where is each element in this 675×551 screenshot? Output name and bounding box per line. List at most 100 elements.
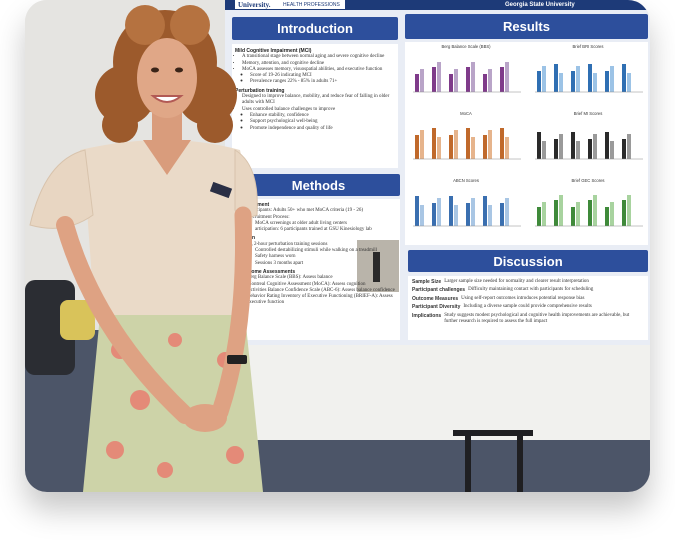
chart-bar-graphic	[610, 141, 614, 159]
row-label: Outcome Measures	[412, 295, 459, 302]
person	[29, 5, 263, 492]
blouse	[80, 140, 253, 320]
sub-list: MoCA screenings at older adult living ce…	[247, 221, 398, 234]
chart-bar-graphic	[505, 198, 509, 226]
row-label: Implications	[412, 312, 442, 319]
chart-bar-graphic	[415, 74, 419, 92]
chart-title: Berg Balance Scale (BBS)	[441, 44, 491, 49]
sub-list: Score of 19-26 indicating MCIPrevalence …	[242, 73, 395, 86]
chart-bar-graphic	[437, 198, 441, 226]
chart-bar-graphic	[488, 130, 492, 159]
stand	[453, 430, 533, 436]
stand-leg	[517, 432, 523, 492]
right-arm	[211, 206, 253, 421]
chart-bar-graphic	[542, 66, 546, 92]
chart-bar-graphic	[420, 130, 424, 159]
chart-bar-graphic	[505, 137, 509, 159]
chart-bar-graphic	[593, 195, 597, 226]
chart-bar-graphic	[627, 195, 631, 226]
chart-title: Brief MI Scores	[573, 111, 603, 116]
hands	[183, 404, 227, 432]
chart-bar-graphic	[559, 73, 563, 92]
chart-bar-graphic	[471, 62, 475, 92]
chart-bar-graphic	[449, 74, 453, 92]
section-heading: Introduction	[232, 17, 398, 40]
row-text: Using self-report outcomes introduces po…	[461, 295, 585, 301]
discussion-row: Outcome Measures Using self-report outcom…	[412, 296, 644, 302]
chart-title: Brief BRI Scores	[572, 44, 604, 49]
chart-bar-graphic	[537, 207, 541, 226]
discussion-row: Participant Diversity Including a diverse…	[412, 304, 644, 310]
chart-bar-graphic	[500, 128, 504, 159]
bullet-text: Recruitment Process:	[247, 214, 290, 220]
chart-bar-graphic	[576, 141, 580, 159]
sub-bullet: Score of 19-26 indicating MCI	[250, 73, 395, 79]
chart-bar-graphic	[576, 66, 580, 92]
chart-bar-graphic	[466, 128, 470, 159]
chart-bar-graphic	[622, 200, 626, 226]
bullet: Behavior Rating Inventory of Executive F…	[247, 294, 398, 307]
chart-title: ABCN Scores	[453, 178, 479, 183]
unit: HEALTH PROFESSIONS	[283, 1, 340, 8]
chart-bar-graphic	[593, 73, 597, 92]
chart-bar-graphic	[576, 202, 580, 226]
chart-bar-graphic	[488, 205, 492, 226]
sub-bullet: Sessions 3 months apart	[255, 261, 398, 267]
face	[137, 38, 197, 118]
bullet: ks, 2-hour perturbation training session…	[247, 242, 398, 267]
logo-box	[235, 0, 345, 9]
watch	[227, 355, 247, 364]
eye	[151, 67, 159, 73]
left-arm	[56, 216, 194, 424]
left-sleeve	[29, 149, 94, 229]
chart-bar-graphic	[605, 71, 609, 92]
bag	[60, 300, 95, 340]
chart-bar-graphic	[471, 137, 475, 159]
background	[25, 0, 650, 492]
row-label: Participant Diversity	[412, 304, 461, 311]
sub-bullet: Safety harness worn	[255, 254, 398, 260]
group-heading: Perturbation training	[235, 87, 285, 94]
chart-bar-graphic	[483, 135, 487, 159]
chart-bar-graphic	[471, 198, 475, 226]
board	[225, 340, 650, 440]
sub-bullet: Promote independence and quality of life	[250, 126, 395, 132]
chart-bar-graphic	[622, 139, 626, 159]
chart-bar-graphic	[593, 134, 597, 159]
logo: University.	[238, 1, 271, 9]
chart-bar-graphic	[554, 139, 558, 159]
row-label: Sample Size	[412, 279, 442, 285]
bullet: MoCA assesses memory, visuospatial abili…	[242, 67, 395, 86]
chart-bar-graphic	[537, 71, 541, 92]
poster-header-bar	[225, 0, 650, 10]
chart-bar-graphic	[605, 207, 609, 226]
chart-bar-graphic	[432, 67, 436, 92]
section-heading: Methods	[237, 174, 400, 196]
sub-bullet: Enhance stability, confidence	[250, 113, 395, 119]
chart-bar-graphic	[505, 62, 509, 92]
chart-bar-graphic	[483, 74, 487, 92]
chart-bar-graphic	[454, 69, 458, 92]
chart-bar-graphic	[466, 67, 470, 92]
section-heading: Discussion	[408, 250, 648, 272]
chart-bar-graphic	[432, 128, 436, 159]
group-heading: Mild Cognitive Impairment (MCI)	[235, 48, 312, 54]
bullet-text: MoCA assesses memory, visuospatial abili…	[242, 66, 383, 72]
sub-list: Controlled destabilizing stimuli while w…	[247, 248, 398, 267]
bullet: Berg Balance Scale (BBS): Assess balance	[247, 275, 398, 281]
discussion-text: Sample Size Larger sample size needed for…	[412, 279, 644, 328]
section-heading: Results	[405, 14, 648, 39]
chart-bar-graphic	[622, 64, 626, 92]
result-charts	[413, 62, 643, 227]
chart-bar-graphic	[559, 134, 563, 159]
sub-bullet: MoCA screenings at older adult living ce…	[255, 221, 398, 227]
chart-bar-graphic	[537, 132, 541, 159]
bullet-list: A transitional stage between normal agin…	[235, 54, 395, 85]
bullet-text: ks, 2-hour perturbation training session…	[247, 241, 328, 247]
bullet: Montreal Cognitive Assessment (MoCA): As…	[247, 282, 398, 288]
bullet: Memory, attention, and cognitive decline	[242, 61, 395, 67]
discussion-row: Participant challenges Difficulty maintai…	[412, 287, 644, 293]
chart-bar-graphic	[483, 196, 487, 226]
method-photo-figure	[373, 252, 380, 282]
